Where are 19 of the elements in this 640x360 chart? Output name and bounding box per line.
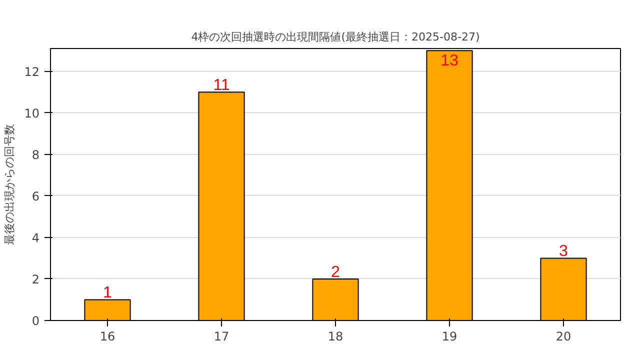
x-tick-label: 17 — [214, 330, 230, 344]
data-label: 11 — [213, 77, 230, 94]
data-label: 2 — [331, 264, 340, 281]
x-tick-label: 16 — [100, 330, 116, 344]
data-label: 1 — [103, 284, 112, 302]
data-label: 3 — [559, 243, 568, 260]
chart-title: 4枠の次回抽選時の出現間隔値(最終抽選日：2025-08-27) — [191, 30, 480, 44]
data-label: 13 — [440, 52, 458, 70]
x-tick-label: 19 — [442, 330, 458, 344]
y-tick-label: 0 — [32, 314, 40, 328]
y-tick-label: 12 — [24, 64, 40, 79]
x-tick-label: 20 — [556, 330, 572, 344]
y-tick-label: 8 — [32, 148, 40, 162]
y-tick-label: 10 — [24, 106, 40, 120]
y-tick-label: 2 — [32, 272, 40, 286]
y-axis-title: 最後の出現からの回号数 — [3, 124, 16, 245]
y-tick-label: 6 — [32, 189, 40, 204]
x-tick-label: 18 — [328, 330, 344, 344]
y-tick-label: 4 — [32, 230, 40, 245]
